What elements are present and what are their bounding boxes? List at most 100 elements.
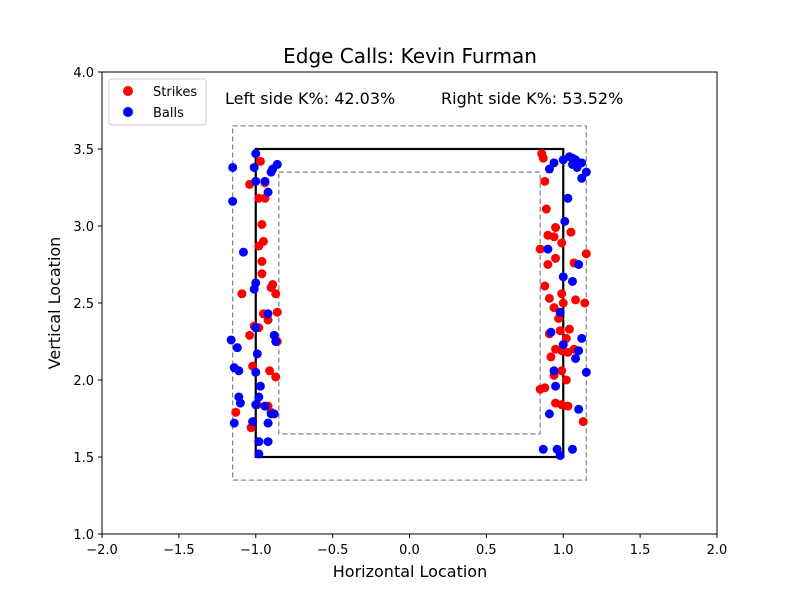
- strike-point: [555, 326, 565, 336]
- ball-point: [226, 335, 236, 345]
- ball-point: [249, 284, 259, 294]
- ball-point: [581, 367, 591, 377]
- strike-point: [255, 156, 265, 166]
- strike-point: [557, 289, 567, 299]
- strike-point: [271, 289, 281, 299]
- ball-point: [555, 450, 565, 460]
- strike-point: [535, 244, 545, 254]
- x-tick-label: 0.0: [399, 543, 420, 558]
- strike-point: [257, 256, 267, 266]
- strike-point: [265, 366, 275, 376]
- data-points: [226, 149, 591, 460]
- strike-point: [263, 315, 273, 325]
- y-tick-label: 3.0: [73, 220, 94, 235]
- legend-balls-label: Balls: [153, 106, 184, 121]
- strike-point: [258, 236, 268, 246]
- strike-point: [257, 219, 267, 229]
- y-axis-ticks: 1.0 1.5 2.0 2.5 3.0 3.5 4.0: [73, 66, 102, 543]
- x-tick-label: −1.0: [240, 543, 272, 558]
- y-axis-label: Vertical Location: [45, 237, 64, 370]
- ball-point: [577, 173, 587, 183]
- strike-point: [237, 289, 247, 299]
- ball-point: [544, 409, 554, 419]
- strike-point: [268, 280, 278, 290]
- ball-point: [538, 444, 548, 454]
- x-tick-label: 1.5: [630, 543, 651, 558]
- series-strikes: [231, 149, 591, 433]
- strike-point: [245, 330, 255, 340]
- ball-point: [252, 349, 262, 359]
- y-tick-label: 2.5: [73, 297, 94, 312]
- strike-point: [557, 238, 567, 248]
- ball-point: [577, 333, 587, 343]
- ball-point: [555, 307, 565, 317]
- strike-point: [549, 303, 559, 313]
- ball-point: [567, 444, 577, 454]
- ball-point: [574, 404, 584, 414]
- strike-point: [580, 298, 590, 308]
- ball-point: [251, 323, 261, 333]
- ball-point: [572, 162, 582, 172]
- ball-point: [251, 400, 261, 410]
- x-axis-label: Horizontal Location: [333, 562, 487, 581]
- strike-point: [564, 324, 574, 334]
- strike-point: [551, 223, 561, 233]
- strike-point: [546, 352, 556, 362]
- left-side-k-annotation: Left side K%: 42.03%: [225, 89, 395, 108]
- ball-point: [251, 367, 261, 377]
- right-side-k-annotation: Right side K%: 53.52%: [441, 89, 623, 108]
- ball-point: [581, 167, 591, 177]
- ball-point: [229, 418, 239, 428]
- strike-point: [566, 227, 576, 237]
- strike-point: [578, 417, 588, 427]
- ball-point: [560, 216, 570, 226]
- ball-point: [232, 343, 242, 353]
- ball-point: [260, 176, 270, 186]
- ball-point: [269, 409, 279, 419]
- strike-point: [541, 204, 551, 214]
- legend-balls-marker: [123, 107, 133, 117]
- ball-point: [254, 449, 264, 459]
- ball-point: [228, 196, 238, 206]
- x-tick-label: −2.0: [86, 543, 118, 558]
- y-tick-label: 1.0: [73, 528, 94, 543]
- x-tick-label: 2.0: [707, 543, 728, 558]
- ball-point: [574, 260, 584, 269]
- strike-point: [571, 295, 581, 305]
- ball-point: [272, 159, 282, 169]
- ball-point: [558, 272, 568, 282]
- ball-point: [251, 149, 261, 159]
- strike-point: [563, 401, 573, 411]
- ball-point: [251, 176, 261, 186]
- inner-edge-box: [278, 171, 541, 435]
- strike-point: [557, 366, 567, 376]
- ball-point: [551, 381, 561, 391]
- x-tick-label: 1.0: [553, 543, 574, 558]
- strike-point: [254, 193, 264, 203]
- ball-point: [558, 340, 568, 350]
- strike-point: [543, 260, 553, 269]
- strike-point: [540, 383, 550, 393]
- ball-point: [567, 276, 577, 286]
- strike-point: [551, 253, 561, 263]
- strike-point: [538, 153, 548, 163]
- y-tick-label: 3.5: [73, 143, 94, 158]
- strike-point: [257, 269, 267, 279]
- ball-point: [254, 437, 264, 447]
- legend: Strikes Balls: [108, 78, 207, 126]
- legend-strikes-marker: [123, 86, 133, 96]
- strike-point: [544, 293, 554, 303]
- ball-point: [574, 346, 584, 356]
- ball-point: [544, 164, 554, 174]
- strike-point: [540, 281, 550, 291]
- ball-point: [263, 309, 273, 319]
- ball-point: [249, 162, 259, 172]
- x-axis-ticks: −2.0 −1.5 −1.0 −0.5 0.0 0.5 1.0 1.5 2.0: [86, 534, 727, 558]
- y-tick-label: 2.0: [73, 374, 94, 389]
- strike-point: [231, 407, 241, 417]
- strike-point: [271, 372, 281, 382]
- ball-point: [255, 381, 265, 391]
- x-tick-label: 0.5: [476, 543, 497, 558]
- ball-point: [549, 366, 559, 376]
